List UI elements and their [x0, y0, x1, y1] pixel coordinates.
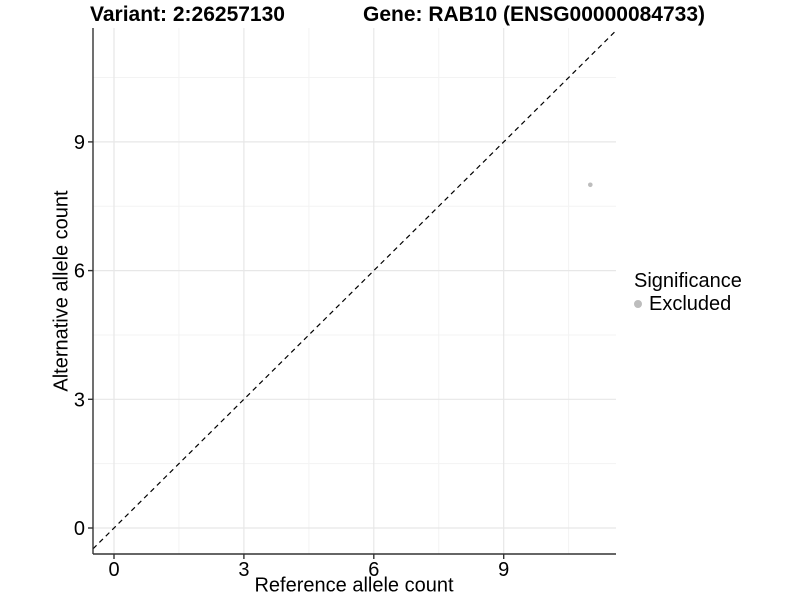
y-tick-label: 6	[74, 261, 85, 283]
y-axis-title: Alternative allele count	[50, 190, 73, 392]
y-tick-label: 0	[74, 518, 85, 540]
legend-item-label: Excluded	[649, 293, 732, 315]
legend-title: Significance	[634, 270, 742, 292]
x-tick-label: 3	[238, 559, 249, 581]
x-tick-label: 6	[368, 559, 379, 581]
legend-point-icon	[634, 300, 642, 308]
legend: Significance Excluded	[634, 270, 742, 315]
plot-title-variant: Variant: 2:26257130	[90, 3, 285, 26]
y-tick-label: 9	[74, 132, 85, 154]
data-point	[588, 182, 593, 188]
y-tick-label: 3	[74, 389, 85, 411]
x-axis-title: Reference allele count	[254, 574, 454, 597]
legend-item-excluded: Excluded	[634, 293, 742, 315]
plot-title-gene: Gene: RAB10 (ENSG00000084733)	[363, 3, 706, 26]
x-tick-label: 9	[498, 559, 509, 581]
x-tick-label: 0	[108, 559, 119, 581]
identity-line	[92, 30, 617, 550]
